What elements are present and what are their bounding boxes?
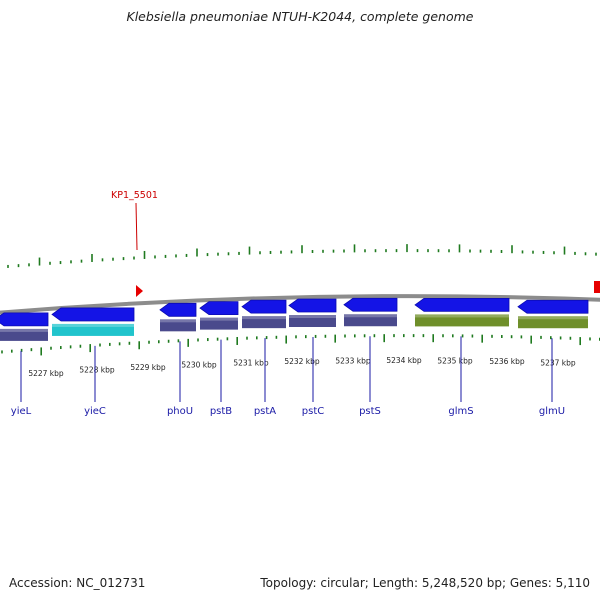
gene-arrow-yieL[interactable]: [0, 312, 49, 327]
gene-arrow-pstA[interactable]: [241, 299, 287, 314]
cds-highlight: [518, 316, 588, 320]
gene-arrow-glmS[interactable]: [414, 298, 510, 312]
gene-arrow-yieC[interactable]: [51, 307, 135, 322]
topology-text: Topology: circular; Length: 5,248,520 bp…: [260, 576, 590, 590]
scale-label: 5231 kbp: [233, 359, 269, 368]
cds-block-pstS[interactable]: [344, 314, 397, 327]
gene-labels: yieL yieC phoU pstB pstA pstC pstS glmS glmU: [11, 336, 565, 417]
cds-block-pstA[interactable]: [242, 316, 286, 329]
gene-label-pstC[interactable]: pstC: [302, 406, 324, 417]
cds-block-phoU[interactable]: [160, 319, 196, 332]
scale-label: 5236 kbp: [489, 357, 525, 366]
scale-label: 5237 kbp: [540, 358, 576, 367]
gene-label-glmS[interactable]: glmS: [448, 406, 473, 417]
scale-label: 5227 kbp: [28, 369, 64, 378]
feature-leader-line: [135, 202, 138, 251]
scale-label: 5229 kbp: [130, 363, 166, 372]
cds-highlight: [242, 316, 286, 320]
feature-label-KP1_5501[interactable]: KP1_5501: [111, 190, 158, 201]
cds-highlight: [344, 314, 397, 318]
gene-label-pstA[interactable]: pstA: [254, 406, 276, 417]
cds-highlight: [0, 328, 48, 332]
gene-arrow-pstC[interactable]: [288, 298, 337, 313]
scale-label: 5234 kbp: [386, 356, 422, 365]
gene-arrow-phoU[interactable]: [159, 302, 197, 317]
gene-arrow-pstB[interactable]: [199, 301, 239, 316]
gene-label-pstB[interactable]: pstB: [210, 406, 232, 417]
genome-title: Klebsiella pneumoniae NTUH-K2044, comple…: [126, 9, 474, 24]
scale-label: 5232 kbp: [284, 357, 320, 366]
cds-block-yieC[interactable]: [52, 323, 134, 336]
gene-label-glmU[interactable]: glmU: [539, 406, 565, 417]
scale-label: 5233 kbp: [335, 356, 371, 365]
gene-label-phoU[interactable]: phoU: [167, 406, 193, 417]
marker-block: [594, 281, 600, 293]
gene-arrow-track: [0, 297, 589, 327]
scale-label: 5228 kbp: [79, 366, 115, 375]
cds-highlight: [160, 319, 196, 323]
cds-highlight: [289, 314, 336, 318]
cds-block-pstB[interactable]: [200, 317, 238, 330]
gene-label-pstS[interactable]: pstS: [359, 406, 381, 417]
scale-tick-row: [1, 334, 600, 356]
accession-text: Accession: NC_012731: [9, 576, 146, 590]
cds-block-glmU[interactable]: [518, 316, 588, 329]
scale-label: 5235 kbp: [437, 356, 473, 365]
cds-highlight: [200, 317, 238, 321]
marker-triangle: [136, 285, 143, 297]
genome-backbone: [0, 294, 600, 315]
scale-label: 5230 kbp: [181, 360, 217, 369]
cds-track: [0, 314, 588, 341]
scale-labels: 5227 kbp 5228 kbp 5229 kbp 5230 kbp 5231 kbp…: [28, 356, 576, 378]
cds-block-yieL[interactable]: [0, 328, 48, 341]
gene-arrow-glmU[interactable]: [517, 299, 589, 314]
gene-label-yieL[interactable]: yieL: [11, 406, 32, 417]
cds-highlight: [415, 314, 509, 318]
cds-block-glmS[interactable]: [415, 314, 509, 327]
top-tick-row: [7, 244, 597, 268]
gene-label-yieC[interactable]: yieC: [84, 406, 106, 417]
gene-arrow-pstS[interactable]: [343, 297, 398, 312]
cds-block-pstC[interactable]: [289, 314, 336, 327]
cds-highlight: [52, 323, 134, 327]
